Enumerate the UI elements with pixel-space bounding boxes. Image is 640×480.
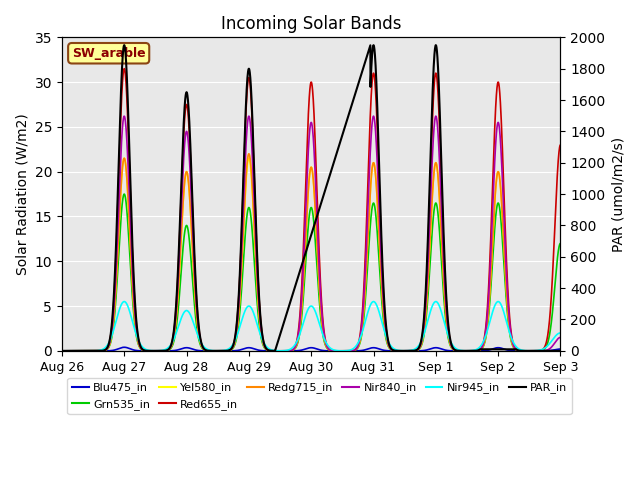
- Yel580_in: [120, 156, 128, 161]
- Text: SW_arable: SW_arable: [72, 47, 145, 60]
- PAR_in: [420, 312, 428, 318]
- Red655_in: [271, 348, 279, 354]
- PAR_in: [557, 348, 564, 354]
- Y-axis label: Solar Radiation (W/m2): Solar Radiation (W/m2): [15, 113, 29, 275]
- Legend: Blu475_in, Grn535_in, Yel580_in, Red655_in, Redg715_in, Nir840_in, Nir945_in, PA: Blu475_in, Grn535_in, Yel580_in, Red655_…: [67, 378, 572, 414]
- Nir840_in: [268, 348, 275, 354]
- Blu475_in: [420, 348, 428, 353]
- Line: Nir945_in: Nir945_in: [62, 301, 561, 351]
- PAR_in: [271, 347, 279, 352]
- Yel580_in: [295, 331, 303, 337]
- Blu475_in: [541, 348, 549, 354]
- Red655_in: [541, 343, 549, 348]
- Nir945_in: [271, 348, 279, 353]
- Nir945_in: [557, 330, 564, 336]
- Nir840_in: [295, 327, 303, 333]
- PAR_in: [58, 348, 66, 354]
- Line: Grn535_in: Grn535_in: [62, 194, 561, 351]
- Nir945_in: [295, 334, 303, 340]
- Yel580_in: [557, 348, 564, 354]
- Redg715_in: [58, 348, 66, 354]
- Nir945_in: [541, 345, 549, 351]
- Grn535_in: [420, 331, 428, 336]
- Yel580_in: [271, 348, 279, 354]
- Yel580_in: [58, 348, 66, 354]
- Nir840_in: [541, 348, 549, 353]
- Grn535_in: [295, 335, 303, 341]
- Red655_in: [120, 66, 128, 72]
- Redg715_in: [541, 348, 549, 354]
- Redg715_in: [516, 348, 524, 354]
- Blu475_in: [120, 344, 128, 350]
- Line: Redg715_in: Redg715_in: [62, 154, 561, 351]
- Yel580_in: [268, 348, 275, 354]
- Nir840_in: [120, 113, 128, 119]
- Nir840_in: [516, 348, 524, 354]
- Redg715_in: [420, 326, 428, 332]
- Yel580_in: [420, 326, 428, 332]
- PAR_in: [268, 348, 275, 354]
- Blu475_in: [516, 348, 524, 354]
- Yel580_in: [541, 348, 549, 354]
- Red655_in: [516, 348, 524, 354]
- Nir945_in: [516, 347, 524, 353]
- Redg715_in: [557, 348, 564, 354]
- PAR_in: [541, 348, 549, 354]
- Yel580_in: [516, 348, 524, 354]
- PAR_in: [295, 272, 303, 277]
- Nir840_in: [271, 348, 279, 354]
- Line: Red655_in: Red655_in: [62, 69, 561, 351]
- Redg715_in: [245, 151, 253, 156]
- Blu475_in: [295, 348, 303, 353]
- Y-axis label: PAR (umol/m2/s): PAR (umol/m2/s): [611, 136, 625, 252]
- Redg715_in: [268, 348, 275, 354]
- Grn535_in: [271, 348, 279, 354]
- Blu475_in: [557, 346, 564, 352]
- Grn535_in: [541, 345, 549, 351]
- Redg715_in: [271, 348, 279, 354]
- Blu475_in: [271, 348, 279, 354]
- PAR_in: [516, 348, 524, 354]
- Nir840_in: [420, 321, 428, 326]
- Nir840_in: [557, 335, 564, 340]
- Nir945_in: [494, 299, 502, 304]
- PAR_in: [120, 42, 128, 48]
- Red655_in: [295, 324, 303, 329]
- Blu475_in: [58, 348, 66, 354]
- Red655_in: [268, 348, 275, 354]
- Grn535_in: [557, 240, 564, 246]
- Red655_in: [420, 315, 428, 321]
- Grn535_in: [516, 348, 524, 354]
- Grn535_in: [268, 348, 275, 354]
- Blu475_in: [268, 348, 275, 354]
- Grn535_in: [58, 348, 66, 354]
- Nir840_in: [58, 348, 66, 354]
- Grn535_in: [120, 191, 128, 197]
- Redg715_in: [295, 331, 303, 337]
- Line: PAR_in: PAR_in: [62, 45, 561, 351]
- Line: Yel580_in: Yel580_in: [62, 158, 561, 351]
- Title: Incoming Solar Bands: Incoming Solar Bands: [221, 15, 401, 33]
- Line: Blu475_in: Blu475_in: [62, 347, 561, 351]
- Red655_in: [557, 142, 564, 148]
- Nir945_in: [58, 348, 66, 354]
- Nir945_in: [268, 347, 275, 353]
- Line: Nir840_in: Nir840_in: [62, 116, 561, 351]
- Red655_in: [58, 348, 66, 354]
- Nir945_in: [420, 331, 428, 336]
